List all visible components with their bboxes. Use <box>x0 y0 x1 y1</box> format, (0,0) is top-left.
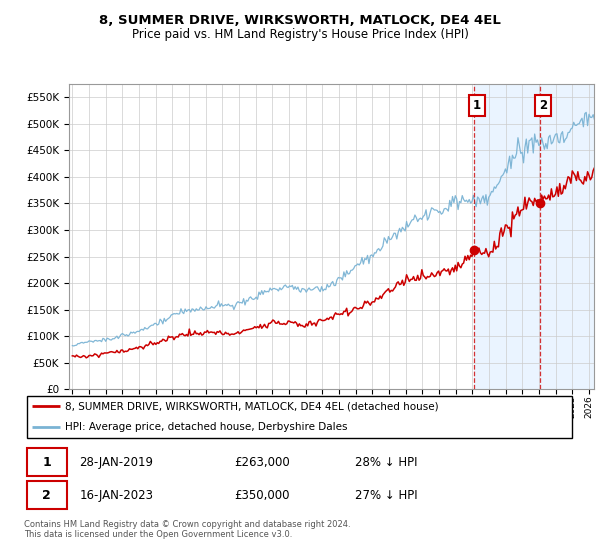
Text: 28% ↓ HPI: 28% ↓ HPI <box>355 455 418 469</box>
Text: 2: 2 <box>42 488 51 502</box>
Bar <box>473 84 600 389</box>
Text: £263,000: £263,000 <box>234 455 290 469</box>
Text: 27% ↓ HPI: 27% ↓ HPI <box>355 488 418 502</box>
FancyBboxPatch shape <box>27 481 67 509</box>
Text: 1: 1 <box>473 99 481 112</box>
Text: Price paid vs. HM Land Registry's House Price Index (HPI): Price paid vs. HM Land Registry's House … <box>131 28 469 41</box>
Text: Contains HM Land Registry data © Crown copyright and database right 2024.
This d: Contains HM Land Registry data © Crown c… <box>24 520 350 539</box>
Text: 8, SUMMER DRIVE, WIRKSWORTH, MATLOCK, DE4 4EL: 8, SUMMER DRIVE, WIRKSWORTH, MATLOCK, DE… <box>99 14 501 27</box>
Text: 2: 2 <box>539 99 547 112</box>
Text: 28-JAN-2019: 28-JAN-2019 <box>79 455 153 469</box>
FancyBboxPatch shape <box>27 395 572 438</box>
Text: 8, SUMMER DRIVE, WIRKSWORTH, MATLOCK, DE4 4EL (detached house): 8, SUMMER DRIVE, WIRKSWORTH, MATLOCK, DE… <box>65 401 439 411</box>
Text: 1: 1 <box>42 455 51 469</box>
Text: HPI: Average price, detached house, Derbyshire Dales: HPI: Average price, detached house, Derb… <box>65 422 348 432</box>
Text: 16-JAN-2023: 16-JAN-2023 <box>79 488 153 502</box>
Text: £350,000: £350,000 <box>234 488 289 502</box>
FancyBboxPatch shape <box>27 448 67 476</box>
